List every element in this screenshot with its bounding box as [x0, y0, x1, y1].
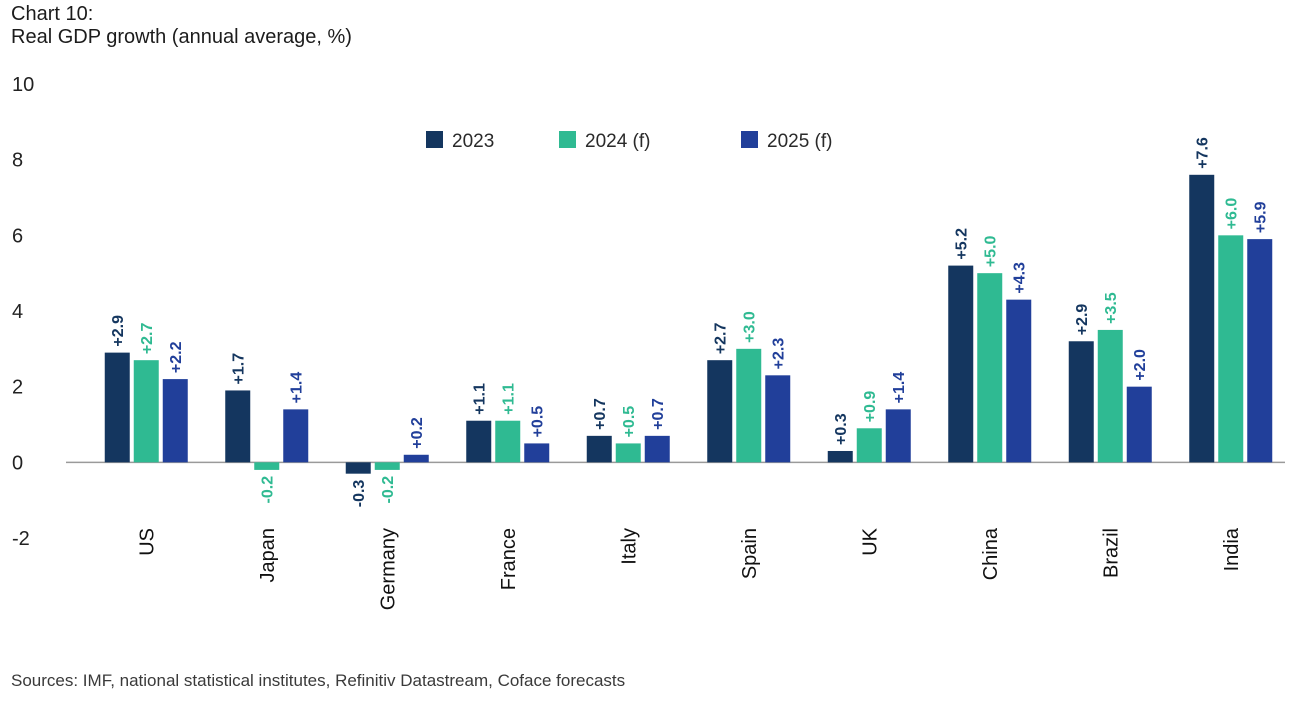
y-tick-label: 2	[12, 377, 23, 399]
bar-japan-0	[225, 390, 251, 463]
bar-china-0	[948, 265, 974, 463]
category-label: Spain	[739, 528, 761, 579]
legend-label: 2024 (f)	[585, 131, 650, 152]
bar-japan-1	[254, 462, 280, 470]
data-label: +0.5	[621, 406, 638, 438]
bar-india-2	[1247, 239, 1273, 463]
data-label: +5.9	[1253, 201, 1270, 233]
category-label: Brazil	[1100, 528, 1122, 578]
data-label: +4.3	[1012, 262, 1029, 294]
chart-subtitle: Real GDP growth (annual average, %)	[11, 26, 352, 48]
y-tick-label: 6	[12, 225, 23, 247]
category-label: India	[1221, 527, 1243, 571]
legend-label: 2025 (f)	[767, 131, 832, 152]
y-tick-label: -2	[12, 528, 30, 550]
data-label: +0.3	[833, 413, 850, 445]
bar-us-1	[133, 360, 159, 463]
chart-title: Chart 10:	[11, 3, 94, 25]
data-label: -0.2	[380, 476, 397, 504]
bar-germany-2	[403, 454, 429, 463]
bar-italy-2	[644, 435, 670, 463]
bar-india-0	[1189, 174, 1215, 463]
legend-label: 2023	[452, 131, 494, 152]
bar-france-2	[524, 443, 550, 463]
data-label: +0.9	[862, 391, 879, 423]
y-tick-label: 4	[12, 301, 23, 323]
data-label: +5.2	[954, 228, 971, 260]
bar-japan-2	[283, 409, 309, 463]
bar-germany-0	[345, 462, 371, 474]
data-label: +0.7	[592, 398, 609, 430]
legend-swatch	[426, 131, 443, 148]
y-tick-label: 0	[12, 452, 23, 474]
data-label: +0.5	[530, 406, 547, 438]
data-label: +2.3	[771, 338, 788, 370]
data-label: -0.2	[260, 476, 277, 504]
bar-italy-0	[586, 435, 612, 463]
data-label: +1.4	[891, 372, 908, 404]
category-label: Japan	[257, 528, 279, 583]
bar-france-0	[466, 420, 492, 463]
bar-spain-1	[736, 348, 762, 463]
y-tick-label: 10	[12, 74, 34, 96]
data-label: +3.0	[742, 311, 759, 343]
category-label: US	[136, 528, 158, 556]
category-label: China	[980, 527, 1002, 580]
data-label: +1.7	[231, 353, 248, 385]
category-label: UK	[859, 527, 881, 555]
bar-brazil-1	[1097, 329, 1123, 463]
bar-spain-2	[765, 375, 791, 463]
data-label: +0.2	[409, 417, 426, 449]
bar-china-1	[977, 273, 1003, 463]
data-label: +2.9	[1074, 304, 1091, 336]
category-label: Italy	[618, 528, 640, 565]
legend-swatch	[741, 131, 758, 148]
data-label: +2.9	[110, 315, 127, 347]
data-label: +2.2	[168, 341, 185, 373]
category-label: Germany	[377, 528, 399, 610]
data-label: +1.1	[501, 383, 518, 415]
bar-uk-1	[856, 428, 882, 463]
data-label: +1.1	[472, 383, 489, 415]
bar-us-0	[104, 352, 130, 463]
data-label: +5.0	[983, 235, 1000, 267]
bar-italy-1	[615, 443, 641, 463]
bar-brazil-2	[1126, 386, 1152, 463]
data-label: +1.4	[289, 372, 306, 404]
bar-brazil-0	[1068, 341, 1094, 463]
data-label: +2.0	[1132, 349, 1149, 381]
data-label: +7.6	[1195, 137, 1212, 169]
legend-swatch	[559, 131, 576, 148]
bar-china-2	[1006, 299, 1032, 463]
bar-us-2	[162, 379, 188, 463]
bar-france-1	[495, 420, 521, 463]
data-label: +6.0	[1224, 198, 1241, 230]
bar-chart: 10 8 6 4 2 0 -2 +2.9 +2.7 +2.2 US +1.7 -0.2 +1.4 Japan…	[12, 74, 1285, 610]
y-tick-label: 8	[12, 150, 23, 172]
category-label: France	[498, 528, 520, 590]
data-label: +2.7	[713, 322, 730, 354]
bar-germany-1	[374, 462, 400, 470]
data-label: +3.5	[1103, 292, 1120, 324]
data-label: -0.3	[351, 480, 368, 508]
data-label: +2.7	[139, 322, 156, 354]
bar-uk-0	[827, 450, 853, 463]
bar-india-1	[1218, 235, 1244, 463]
data-label: +0.7	[650, 398, 667, 430]
bar-spain-0	[707, 360, 733, 463]
bar-uk-2	[885, 409, 911, 463]
source-note: Sources: IMF, national statistical insti…	[11, 671, 626, 690]
